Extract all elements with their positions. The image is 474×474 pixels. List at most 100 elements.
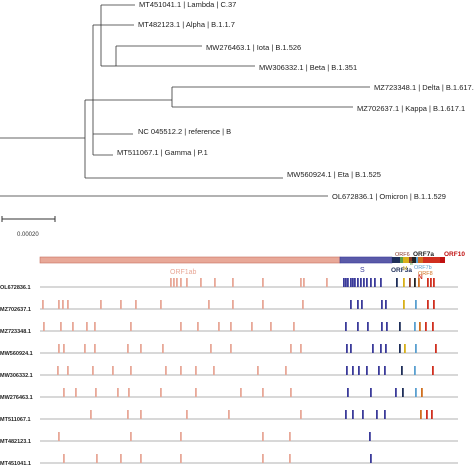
mutation-tick-accessory: [431, 410, 433, 419]
mutation-tick-orf1ab: [180, 322, 182, 331]
mutation-tick-orf1ab: [251, 322, 253, 331]
mutation-tick-accessory: [430, 278, 432, 287]
mutation-tick-orf1ab: [128, 388, 130, 397]
mutation-tick-s: [345, 322, 347, 331]
mutation-tick-accessory: [401, 366, 403, 375]
mutation-tick-s: [376, 410, 378, 419]
leaf-label-alpha: MT482123.1 | Alpha | B.1.1.7: [138, 20, 235, 29]
mutation-tick-orf1ab: [262, 454, 264, 463]
mutation-tick-orf1ab: [135, 300, 137, 309]
mutation-tick-orf1ab: [63, 454, 65, 463]
mutation-tick-orf1ab: [140, 410, 142, 419]
mutation-tick-orf1ab: [232, 278, 234, 287]
mutation-tick-s: [360, 278, 362, 287]
gene-bar-orf7b: [416, 257, 418, 263]
gene-label-n: N: [418, 274, 423, 281]
mutation-tick-orf1ab: [130, 366, 132, 375]
mutation-tick-accessory: [415, 300, 417, 309]
sequence-row-label: MZ702637.1: [0, 307, 31, 313]
mutation-tick-orf1ab: [302, 300, 304, 309]
gene-label-orf6: ORF6: [395, 252, 410, 258]
mutation-tick-s: [366, 278, 368, 287]
mutation-tick-s: [352, 278, 354, 287]
mutation-tick-s: [357, 322, 359, 331]
leaf-label-iota: MW276463.1 | Iota | B.1.526: [206, 43, 301, 52]
mutation-tick-orf1ab: [293, 322, 295, 331]
mutation-tick-accessory: [420, 410, 422, 419]
mutation-tick-orf1ab: [300, 278, 302, 287]
mutation-tick-orf1ab: [170, 278, 172, 287]
mutation-tick-orf1ab: [112, 366, 114, 375]
mutation-tick-orf1ab: [257, 366, 259, 375]
mutation-tick-s: [380, 344, 382, 353]
mutation-tick-orf1ab: [176, 278, 178, 287]
leaf-label-delta: MZ723348.1 | Delta | B.1.617.2: [374, 83, 474, 92]
gene-label-orf7a: ORF7a: [413, 251, 434, 258]
mutation-tick-orf1ab: [127, 410, 129, 419]
leaf-label-omicron: OL672836.1 | Omicron | B.1.1.529: [332, 192, 446, 201]
sequence-row-label: MW276463.1: [0, 395, 33, 401]
sequence-row: MZ702637.1: [0, 300, 458, 313]
mutation-tick-orf1ab: [200, 278, 202, 287]
mutation-tick-s: [367, 322, 369, 331]
mutation-tick-orf1ab: [262, 278, 264, 287]
gene-label-orf3a: ORF3a: [391, 267, 412, 274]
mutation-tick-accessory: [414, 366, 416, 375]
mutation-tick-orf1ab: [120, 300, 122, 309]
sequence-row-label: OL672836.1: [0, 285, 31, 291]
sequence-row: MW560924.1: [0, 344, 458, 357]
gene-bar-orf3a: [392, 257, 400, 263]
mutation-tick-accessory: [425, 322, 427, 331]
mutation-tick-orf1ab: [58, 344, 60, 353]
mutation-tick-s: [370, 454, 372, 463]
mutation-tick-s: [366, 366, 368, 375]
gene-label-orf8: ORF8: [418, 271, 433, 277]
mutation-tick-orf1ab: [262, 388, 264, 397]
mutation-tick-s: [395, 388, 397, 397]
mutation-tick-accessory: [415, 388, 417, 397]
gene-bar-m: [403, 257, 409, 263]
mutation-tick-s: [350, 278, 352, 287]
mutation-tick-s: [361, 300, 363, 309]
mutation-tick-orf1ab: [92, 366, 94, 375]
mutation-tick-s: [381, 300, 383, 309]
mutation-tick-s: [378, 366, 380, 375]
mutation-tick-orf1ab: [67, 300, 69, 309]
sequence-row: MZ723348.1: [0, 322, 458, 335]
gene-label-orf10: ORF10: [444, 251, 465, 258]
mutation-tick-accessory: [415, 344, 417, 353]
mutation-tick-orf1ab: [160, 300, 162, 309]
mutation-tick-accessory: [427, 300, 429, 309]
mutation-tick-orf1ab: [140, 344, 142, 353]
gene-bar-n: [423, 257, 440, 263]
mutation-tick-orf1ab: [290, 388, 292, 397]
mutation-tick-s: [363, 278, 365, 287]
mutation-tick-accessory: [414, 322, 416, 331]
mutation-tick-s: [369, 432, 371, 441]
mutation-tick-s: [357, 300, 359, 309]
mutation-tick-orf1ab: [195, 388, 197, 397]
mutation-tick-orf1ab: [218, 322, 220, 331]
mutation-tick-s: [346, 366, 348, 375]
mutation-tick-s: [381, 322, 383, 331]
mutation-tick-s: [346, 344, 348, 353]
mutation-tick-accessory: [403, 300, 405, 309]
mutation-tick-accessory: [414, 278, 416, 287]
leaf-label-beta: MW306332.1 | Beta | B.1.351: [259, 63, 357, 72]
mutation-tick-orf1ab: [94, 344, 96, 353]
sequence-row-label: MW560924.1: [0, 351, 33, 357]
scale-bar-label: 0.00020: [17, 232, 39, 238]
genome-gene-bar: [39, 256, 445, 264]
mutation-tick-s: [352, 410, 354, 419]
mutation-tick-orf1ab: [262, 300, 264, 309]
mutation-tick-s: [352, 366, 354, 375]
mutation-tick-accessory: [433, 300, 435, 309]
sequence-row-label: MT451041.1: [0, 461, 31, 467]
mutation-tick-accessory: [419, 322, 421, 331]
mutation-tick-orf1ab: [140, 454, 142, 463]
mutation-tick-orf1ab: [58, 432, 60, 441]
gene-labels: ORF1ab S ORF3a E M ORF6 ORF7a ORF7b ORF8…: [170, 251, 465, 281]
sequence-row: MW276463.1: [0, 388, 458, 401]
mutation-tick-s: [350, 300, 352, 309]
mutation-tick-s: [380, 278, 382, 287]
